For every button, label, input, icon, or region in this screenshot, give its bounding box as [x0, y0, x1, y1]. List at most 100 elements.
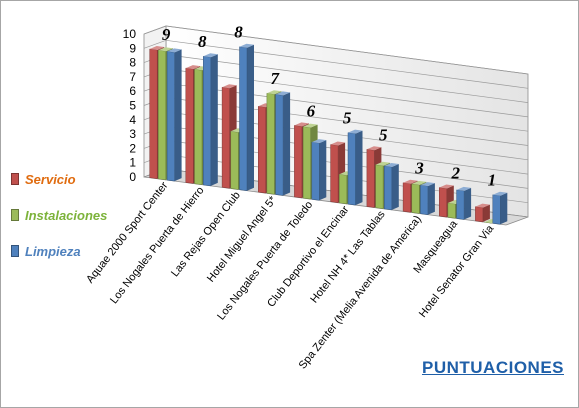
bar-top [185, 65, 201, 70]
bar-top [149, 46, 165, 50]
bar-front [439, 187, 448, 218]
y-tick-label: 7 [129, 70, 136, 84]
bar-side [355, 130, 363, 206]
bar-side [174, 49, 182, 182]
bar-top [403, 179, 418, 184]
bar-limpieza-1 [166, 48, 182, 182]
legend-swatch [11, 209, 19, 221]
bar-limpieza-2 [203, 53, 218, 187]
bar-front [275, 94, 284, 196]
bar-side [319, 140, 327, 201]
rank-label: 6 [307, 101, 316, 120]
bar-front [194, 69, 203, 185]
rank-label: 5 [343, 109, 352, 128]
bar-top [266, 90, 282, 95]
bar-limpieza-8 [420, 182, 435, 215]
bar-front [330, 144, 339, 203]
rank-label: 8 [234, 23, 243, 42]
rank-label: 7 [270, 69, 280, 88]
bar-front [420, 184, 429, 215]
bar-front [166, 51, 175, 182]
bar-top [275, 91, 291, 96]
bar-side [500, 192, 508, 225]
bar-top [203, 53, 218, 58]
y-tick-label: 10 [123, 27, 137, 41]
bar-front [375, 164, 384, 209]
legend-item-servicio: Servicio [11, 171, 76, 187]
bar-side [391, 164, 399, 210]
bar-top [384, 163, 399, 167]
rank-label: 9 [162, 25, 171, 44]
bar-front [339, 174, 348, 205]
y-tick-label: 9 [129, 41, 136, 55]
bar-front [492, 194, 501, 225]
bar-top [475, 203, 490, 208]
legend-label: Limpieza [25, 243, 81, 259]
rank-label: 1 [488, 171, 497, 190]
bar-limpieza-9 [456, 186, 472, 220]
rank-label: 3 [414, 159, 424, 178]
bar-servicio-10 [475, 203, 490, 223]
y-tick-label: 0 [129, 170, 136, 184]
rank-label: 2 [450, 164, 460, 183]
gridline [143, 25, 529, 75]
bar-front [239, 46, 248, 191]
x-category-label: Las Rejas Open Club [169, 189, 243, 279]
bar-top [375, 161, 391, 166]
bar-front [411, 183, 420, 214]
bar-top [330, 141, 346, 146]
bar-front [294, 125, 303, 199]
bar-top [167, 48, 182, 53]
y-tick-label: 4 [129, 113, 136, 127]
x-category-label: Hotel Senator Gran Via [417, 222, 497, 320]
bar-top [348, 129, 363, 134]
bar-limpieza-3 [239, 43, 254, 191]
bar-limpieza-10 [492, 191, 508, 225]
bar-side [482, 204, 490, 222]
bar-top [411, 180, 427, 185]
bar-front [203, 55, 212, 187]
bar-top [366, 146, 382, 151]
y-tick-label: 8 [129, 56, 136, 70]
legend-label: Servicio [25, 171, 76, 187]
bar-front [149, 48, 158, 179]
legend-item-limpieza: Limpieza [11, 243, 81, 259]
y-tick-label: 5 [129, 99, 136, 113]
bar-front [456, 189, 465, 220]
bar-top [311, 139, 327, 144]
bar-front [185, 67, 194, 184]
bar-limpieza-4 [275, 91, 291, 196]
legend-label: Instalaciones [25, 207, 108, 223]
bar-top [456, 186, 472, 191]
bar-limpieza-5 [311, 139, 327, 201]
bar-front [302, 126, 311, 200]
x-category-label: Club Deportivo el Encinar [265, 204, 351, 310]
rank-label: 5 [379, 125, 388, 144]
chart-title: PUNTUACIONES [421, 358, 564, 377]
legend: Servicio Instalaciones Limpieza [11, 171, 121, 271]
bar-front [384, 165, 393, 211]
gridline [143, 39, 529, 89]
bar-front [311, 141, 320, 201]
bar-front [347, 132, 356, 206]
bar-front [230, 131, 239, 190]
legend-swatch [11, 245, 19, 257]
bar-front [475, 206, 484, 223]
bar-top [239, 43, 254, 48]
x-category-label: Hotel NH 4* Las Tablas [308, 208, 388, 305]
bar-top [303, 123, 318, 128]
bar-side [210, 54, 218, 186]
bar-limpieza-6 [347, 129, 363, 206]
bar-top [439, 184, 454, 189]
y-tick-label: 3 [129, 127, 136, 141]
bar-front [221, 86, 230, 189]
legend-item-instalaciones: Instalaciones [11, 207, 107, 223]
bar-front [366, 149, 375, 208]
bar-side [464, 187, 472, 220]
bar-front [266, 92, 275, 195]
bar-side [283, 92, 291, 196]
bar-front [402, 182, 411, 213]
bar-front [158, 49, 167, 181]
y-tick-label: 6 [129, 84, 136, 98]
